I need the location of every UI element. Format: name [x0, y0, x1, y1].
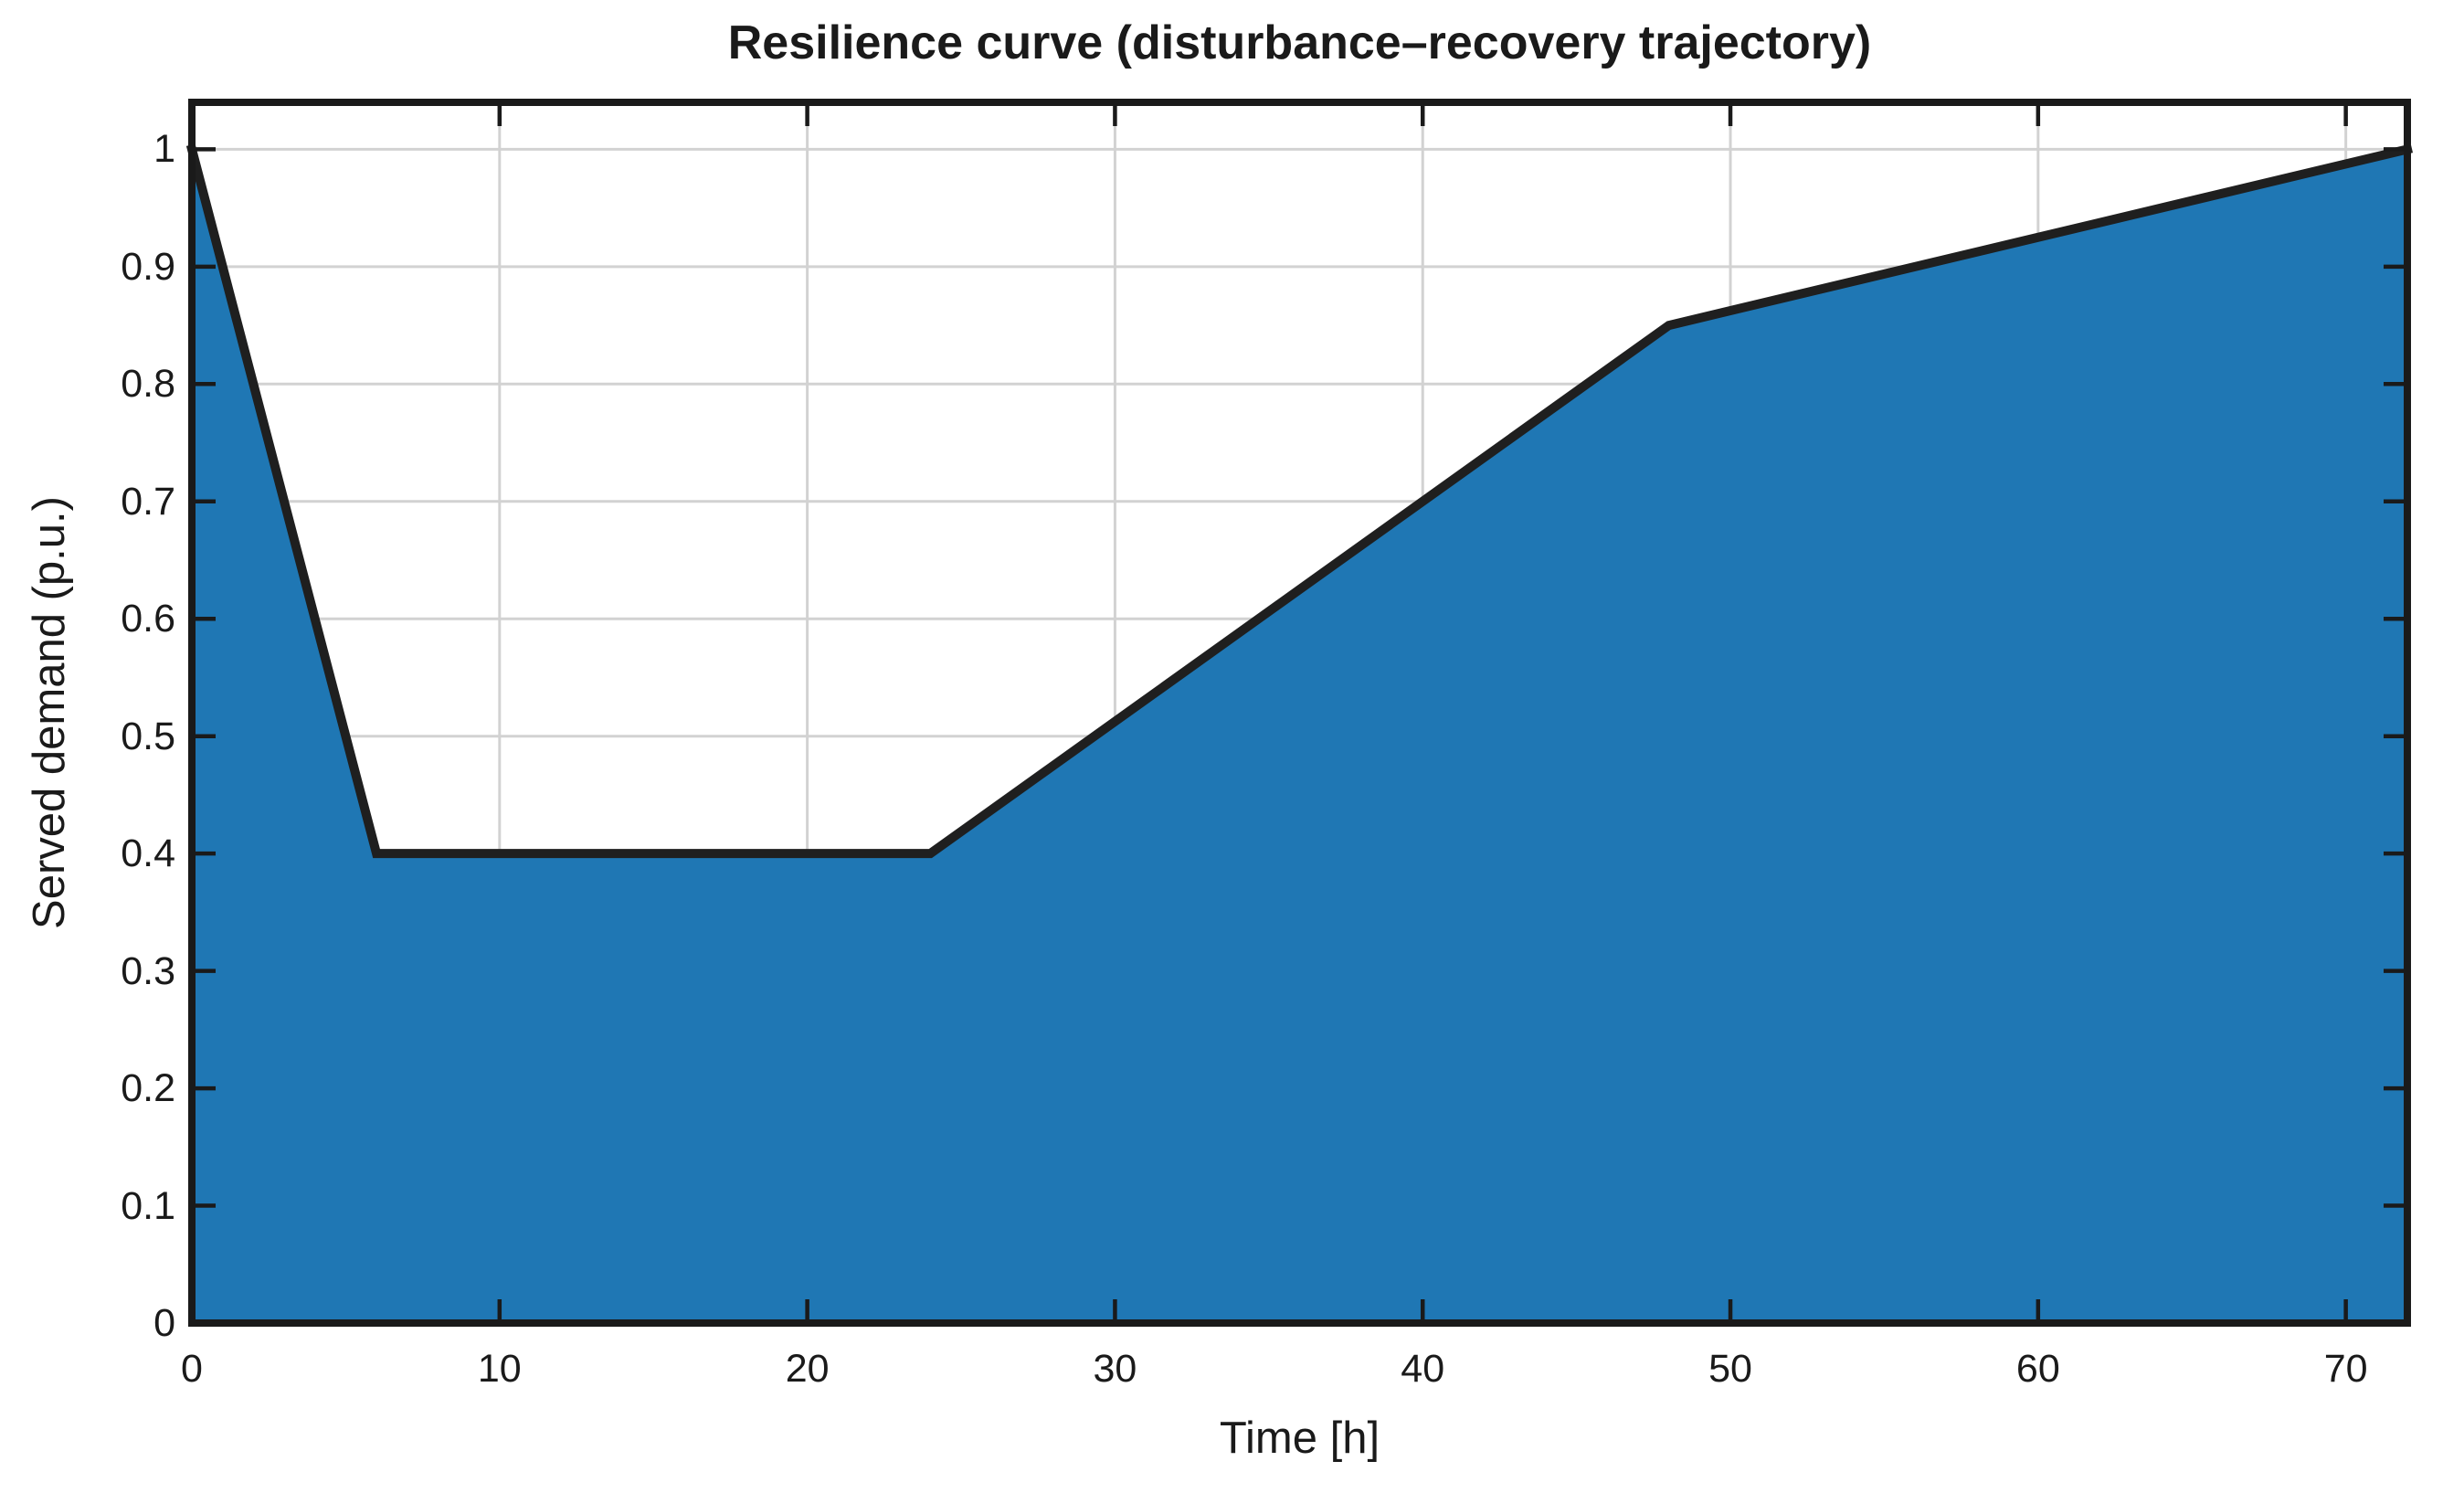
y-tick-label: 0.9: [121, 244, 175, 289]
chart-svg: [185, 99, 2414, 1327]
x-tick-label: 40: [1401, 1347, 1445, 1391]
x-tick-label: 50: [1708, 1347, 1752, 1391]
x-axis-label: Time [h]: [1219, 1414, 1380, 1463]
area-fill: [192, 149, 2407, 1323]
y-tick-label: 0.8: [121, 362, 175, 407]
y-tick-label: 0.6: [121, 597, 175, 641]
y-tick-label: 0.3: [121, 948, 175, 993]
y-tick-label: 1: [153, 127, 175, 172]
x-tick-label: 30: [1093, 1347, 1137, 1391]
x-tick-label: 10: [477, 1347, 522, 1391]
y-tick-label: 0.4: [121, 831, 175, 876]
x-tick-label: 20: [785, 1347, 830, 1391]
x-tick-label: 0: [181, 1347, 203, 1391]
y-tick-label: 0: [153, 1301, 175, 1345]
plot-area: [185, 99, 2414, 1327]
chart-title: Resilience curve (disturbance–recovery t…: [727, 16, 1872, 69]
x-tick-label: 60: [2015, 1347, 2060, 1391]
x-tick-label: 70: [2323, 1347, 2368, 1391]
y-tick-label: 0.7: [121, 479, 175, 524]
y-tick-label: 0.5: [121, 714, 175, 758]
y-tick-label: 0.1: [121, 1183, 175, 1228]
axes-box: [188, 99, 2411, 1327]
resilience-curve: [185, 143, 2414, 859]
y-tick-label: 0.2: [121, 1066, 175, 1111]
